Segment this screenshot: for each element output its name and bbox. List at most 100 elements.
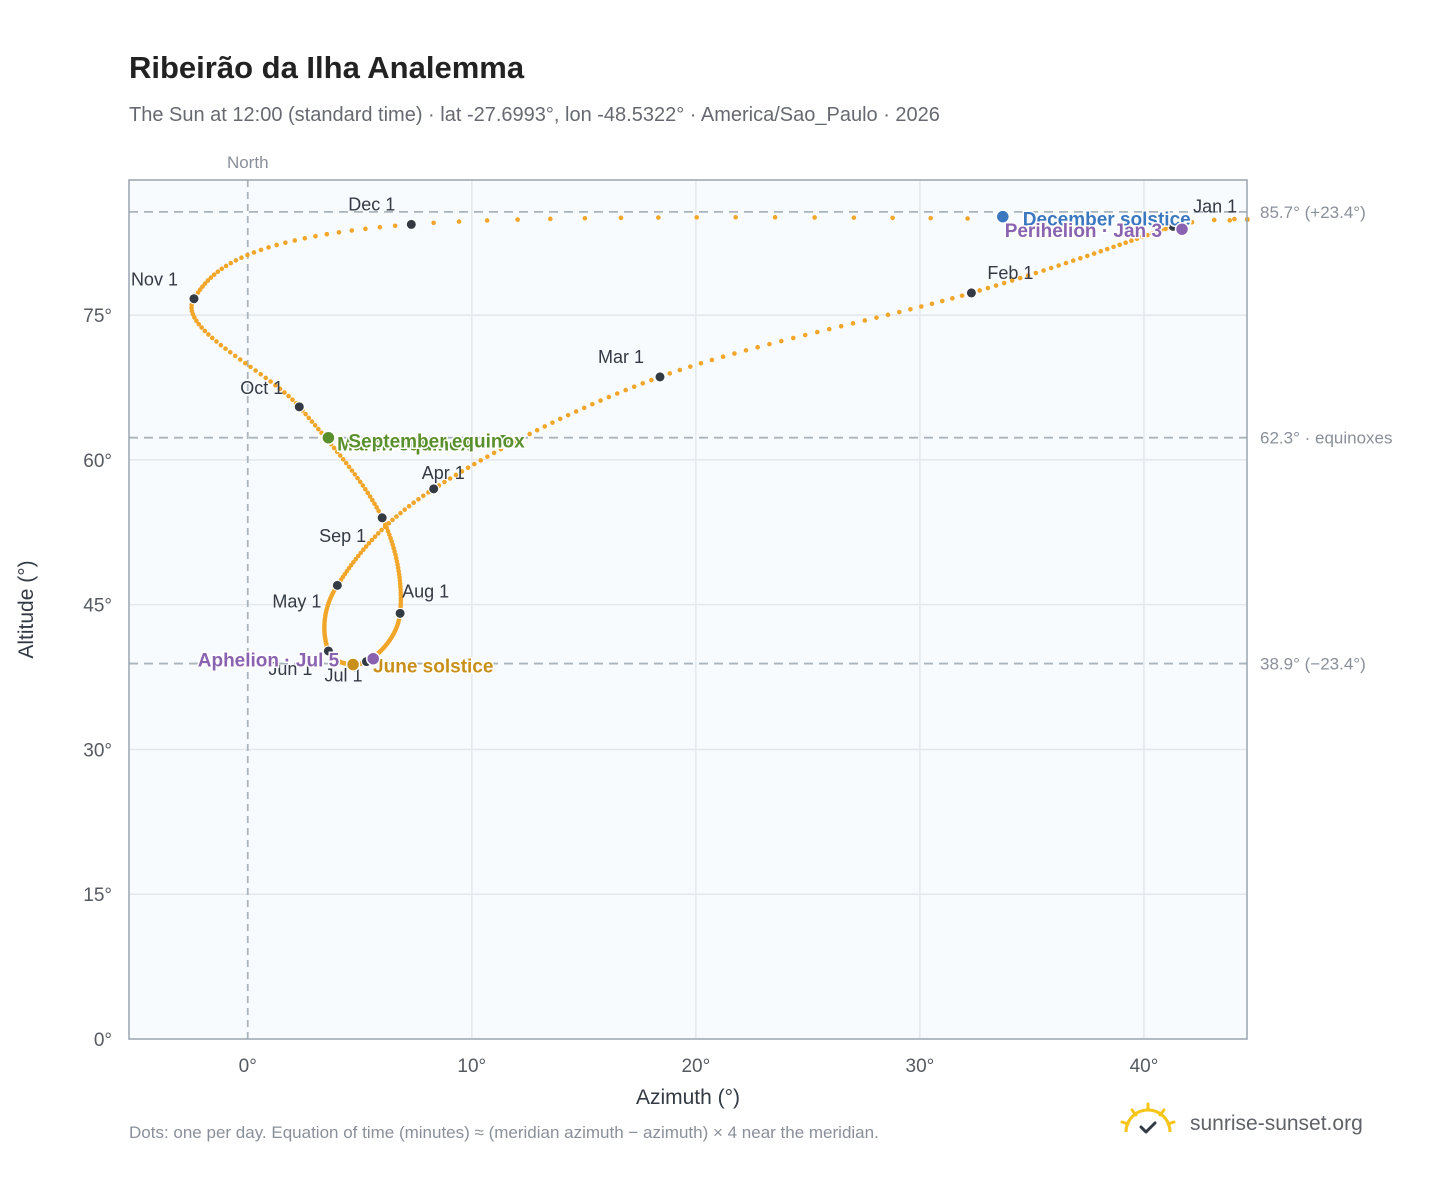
day-dot [812, 215, 817, 220]
month-marker [331, 579, 343, 591]
day-dot [1041, 268, 1046, 273]
day-dot [550, 420, 555, 425]
month-marker [428, 483, 440, 495]
day-dot [985, 285, 991, 291]
brand-logo[interactable]: sunrise-sunset.org [1120, 1100, 1420, 1150]
reference-line-label: 62.3° · equinoxes [1260, 429, 1393, 448]
day-dot [251, 250, 257, 255]
event-marker [345, 657, 361, 672]
footnote: Dots: one per day. Equation of time (min… [129, 1123, 879, 1142]
x-tick-label: 40° [1130, 1056, 1159, 1077]
day-dot [202, 281, 208, 286]
day-dot [210, 335, 215, 341]
day-dot [355, 553, 361, 559]
x-axis-title: Azimuth (°) [636, 1086, 740, 1109]
day-dot [1139, 234, 1145, 240]
day-dot [266, 245, 271, 250]
day-dot [885, 312, 891, 318]
day-dot [498, 446, 504, 452]
y-tick-label: 15° [83, 885, 112, 906]
day-dot [372, 534, 378, 540]
chart-title: Ribeirão da Ilha Analemma [129, 50, 525, 85]
day-dot [343, 460, 349, 466]
day-dot [200, 284, 205, 289]
y-tick-label: 30° [83, 740, 112, 761]
month-label: Dec 1 [348, 194, 395, 214]
day-dot [199, 325, 204, 330]
day-dot [377, 224, 383, 230]
day-dot [478, 458, 484, 463]
day-dot [743, 348, 749, 353]
x-tick-label: 0° [239, 1056, 257, 1077]
day-dot [303, 411, 308, 417]
day-dot [919, 304, 924, 309]
day-dot [223, 263, 229, 269]
day-dot [367, 494, 373, 499]
day-dot [274, 242, 279, 248]
day-dot [253, 368, 258, 373]
day-dot [360, 483, 366, 488]
reference-line-label: 85.7° (+23.4°) [1260, 203, 1366, 222]
month-label: Mar 1 [598, 347, 644, 367]
day-dot [814, 329, 820, 335]
day-dot [1085, 253, 1090, 259]
day-dot [767, 341, 772, 347]
day-dot [649, 377, 654, 383]
month-label: May 1 [272, 591, 321, 611]
day-dot [515, 217, 520, 222]
day-dot [1033, 270, 1039, 276]
event-marker [495, 433, 511, 448]
day-dot [214, 339, 219, 344]
day-dot [282, 390, 287, 395]
day-dot [631, 384, 637, 389]
day-dot [237, 357, 243, 362]
day-dot [733, 215, 738, 220]
day-dot [790, 335, 796, 341]
chart-subtitle: The Sun at 12:00 (standard time) · lat -… [129, 104, 940, 126]
day-dot [313, 233, 318, 239]
day-dot [363, 226, 368, 232]
y-tick-label: 60° [83, 451, 112, 472]
day-dot [874, 315, 879, 320]
event-marker [1174, 221, 1190, 237]
day-dot [227, 349, 233, 355]
day-dot [993, 283, 999, 288]
day-dot [283, 240, 288, 246]
day-dot [1098, 249, 1104, 254]
day-dot [687, 364, 693, 369]
plot-frame [128, 179, 1248, 1040]
day-dot [1001, 280, 1007, 286]
day-dot [527, 431, 532, 437]
day-dot [365, 490, 371, 496]
day-dot [694, 215, 699, 220]
day-dot [1211, 217, 1217, 223]
sun-logo-icon [1120, 1102, 1176, 1134]
day-dot [363, 544, 369, 549]
day-dot [1009, 278, 1015, 283]
day-dot [1134, 236, 1140, 242]
day-dot [1129, 238, 1134, 243]
day-dot [1159, 227, 1164, 233]
day-dot [656, 215, 661, 220]
day-dot [491, 450, 497, 456]
reference-line-label: 38.9° (−23.4°) [1260, 655, 1366, 674]
day-dot [520, 435, 525, 441]
day-dot [369, 537, 375, 543]
day-dot [929, 301, 935, 307]
month-marker [394, 607, 406, 619]
day-dot [442, 479, 447, 485]
day-dot [447, 476, 453, 481]
day-dot [548, 216, 553, 222]
day-dot [379, 527, 384, 533]
day-dot [698, 360, 704, 366]
day-dot [1034, 216, 1040, 222]
month-marker [965, 287, 977, 299]
day-dot [573, 409, 579, 414]
month-marker [188, 293, 200, 305]
day-dot [1147, 217, 1153, 223]
day-dot [1232, 216, 1237, 222]
day-dot [196, 321, 202, 327]
day-dot [582, 215, 588, 221]
day-dot [370, 497, 375, 503]
